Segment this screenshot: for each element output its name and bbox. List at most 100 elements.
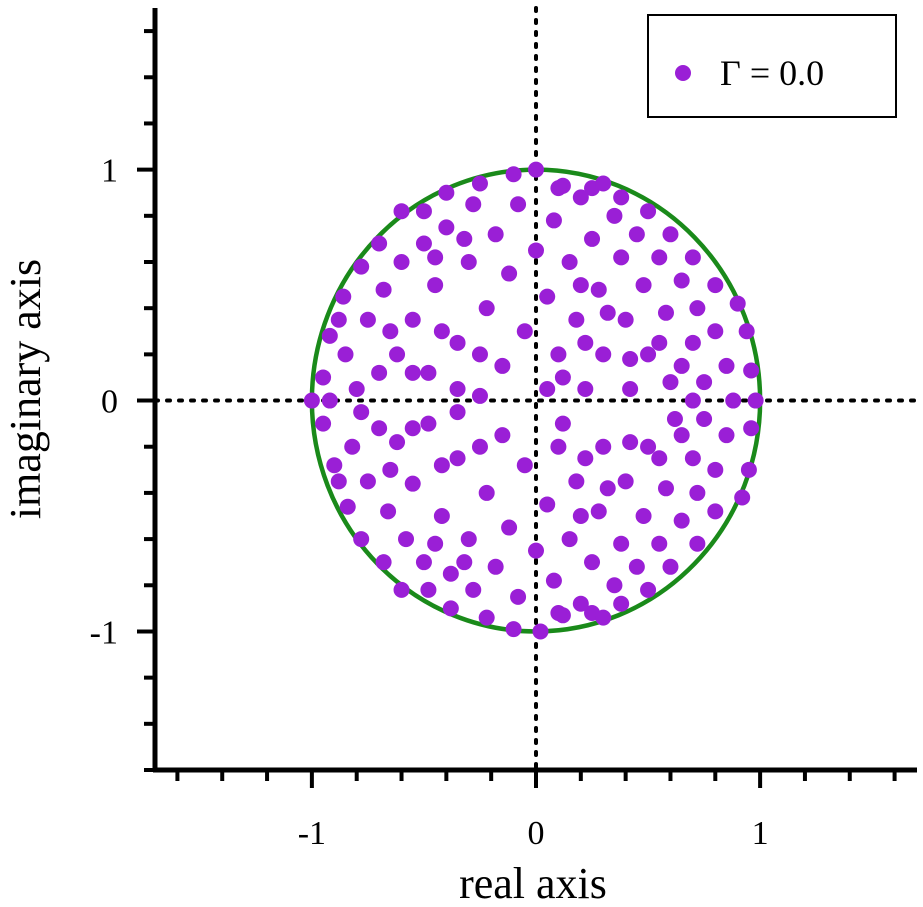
data-point [420,415,437,432]
x-axis-title: real axis [459,859,607,907]
data-point [433,323,450,340]
data-point [404,364,421,381]
data-point [471,438,488,455]
data-point [449,404,466,421]
data-point [460,254,477,270]
data-point [382,461,399,478]
y-tick-label: 1 [101,153,118,190]
reference-lines [153,6,919,772]
data-point [651,249,668,266]
data-point [420,581,437,598]
data-point [640,581,657,598]
data-point [389,434,406,451]
data-point [353,258,370,275]
data-point [617,311,634,328]
data-point [510,196,527,213]
data-point [371,235,388,252]
data-point [599,480,616,497]
data-point [572,508,589,524]
data-point [613,595,630,612]
data-point [382,323,399,340]
tick-labels: -1 0 1 -1 0 1 [90,153,769,852]
data-point [568,311,585,328]
data-point [471,346,488,363]
data-point [449,450,466,467]
data-point [743,420,760,437]
data-point [433,457,450,474]
data-point [673,427,690,444]
data-point [707,323,724,340]
data-point [321,392,338,409]
data-point [577,334,594,351]
data-point [438,219,455,236]
data-point [595,346,612,363]
data-point [303,392,320,409]
data-point [734,489,751,506]
data-point [501,265,518,282]
data-point [471,175,488,192]
data-point [550,346,567,363]
data-point [353,531,370,548]
data-point [415,235,432,252]
data-point [539,288,556,305]
data-point [640,346,657,363]
data-point [595,438,612,455]
data-point [359,473,376,490]
data-point [657,304,674,321]
data-point [344,438,361,455]
data-point [673,272,690,289]
data-point [545,572,562,589]
data-point [375,554,392,571]
data-point [673,357,690,374]
data-point [528,161,544,178]
data-point [554,369,571,386]
data-point [577,381,594,397]
data-point [572,595,589,612]
data-point [684,392,701,409]
data-point [595,175,612,192]
data-point [635,508,652,524]
y-tick-label: -1 [90,614,118,651]
data-point [315,369,332,386]
data-point [516,323,533,340]
data-point [389,346,406,363]
data-point [673,512,690,529]
data-point [330,311,347,328]
data-point [398,531,415,548]
legend: Γ = 0.0 [647,14,897,118]
data-point [617,473,634,490]
data-point [487,558,504,575]
data-point [339,498,356,515]
data-point [348,381,365,397]
data-point [622,350,639,367]
data-point [315,415,332,432]
data-point [606,207,623,224]
data-point [510,588,527,605]
data-point [505,621,522,638]
data-point [438,184,455,201]
data-point [415,203,432,220]
data-point [689,300,706,317]
data-point [622,381,639,397]
data-point [662,374,679,391]
data-point [532,623,549,640]
data-point [689,535,706,552]
data-point [577,450,594,467]
data-point [460,531,477,548]
data-point [393,581,410,598]
data-point [545,212,562,229]
data-point [725,392,742,409]
data-point [743,362,760,379]
data-point [456,230,473,247]
data-point [449,381,466,397]
data-point [478,300,495,317]
data-point [747,392,764,409]
data-point [662,558,679,575]
data-point [662,226,679,243]
data-point [494,357,511,374]
data-points [303,161,764,640]
data-point [590,503,607,520]
data-point [539,496,556,513]
data-point [550,438,567,455]
data-point [404,420,421,437]
